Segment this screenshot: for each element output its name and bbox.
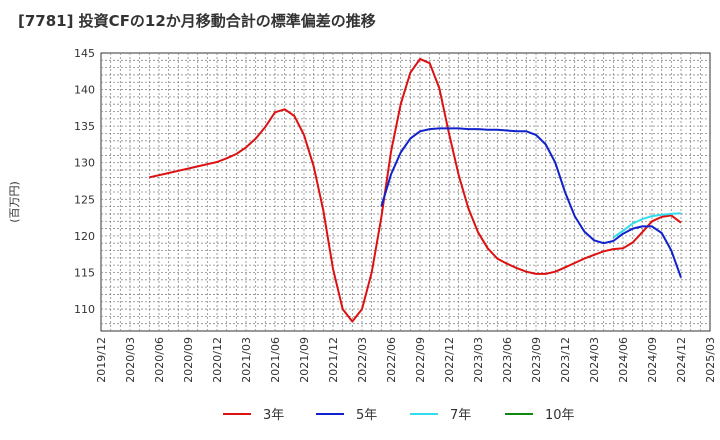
chart-title: [7781] 投資CFの12か月移動合計の標準偏差の推移 [18, 12, 376, 30]
x-tick-label: 2020/09 [182, 337, 195, 383]
x-tick-label: 2024/12 [675, 337, 688, 383]
x-tick-label: 2023/03 [472, 337, 485, 383]
y-tick-label: 145 [74, 47, 95, 60]
x-tick-label: 2024/03 [588, 337, 601, 383]
x-tick-label: 2022/06 [385, 337, 398, 383]
y-tick-label: 125 [74, 193, 95, 206]
x-tick-label: 2023/09 [530, 337, 543, 383]
legend-label-10年: 10年 [545, 408, 575, 423]
x-tick-label: 2021/06 [269, 337, 282, 383]
series-line-5年 [380, 127, 682, 278]
y-tick-label: 140 [74, 84, 95, 97]
x-tick-label: 2021/12 [327, 337, 340, 383]
legend-label-5年: 5年 [356, 408, 377, 423]
y-tick-label: 115 [74, 266, 95, 279]
y-axis-label: (百万円) [8, 181, 21, 223]
x-tick-label: 2023/06 [501, 337, 514, 383]
x-tick-label: 2025/03 [704, 337, 717, 383]
x-tick-label: 2020/03 [124, 337, 137, 383]
legend-label-3年: 3年 [263, 408, 284, 423]
series-line-3年 [149, 57, 682, 323]
x-tick-label: 2021/09 [298, 337, 311, 383]
y-tick-label: 110 [74, 303, 95, 316]
x-tick-label: 2019/12 [95, 337, 108, 383]
x-tick-label: 2020/12 [211, 337, 224, 383]
legend-label-7年: 7年 [450, 408, 471, 423]
series-line-7年 [612, 212, 682, 239]
x-tick-label: 2022/03 [356, 337, 369, 383]
x-tick-label: 2024/09 [646, 337, 659, 383]
y-tick-label: 130 [74, 157, 95, 170]
x-tick-label: 2020/06 [153, 337, 166, 383]
y-tick-label: 135 [74, 120, 95, 133]
x-tick-label: 2023/12 [559, 337, 572, 383]
x-tick-label: 2022/09 [414, 337, 427, 383]
x-tick-label: 2021/03 [240, 337, 253, 383]
x-tick-label: 2024/06 [617, 337, 630, 383]
x-tick-label: 2022/12 [443, 337, 456, 383]
y-tick-label: 120 [74, 230, 95, 243]
